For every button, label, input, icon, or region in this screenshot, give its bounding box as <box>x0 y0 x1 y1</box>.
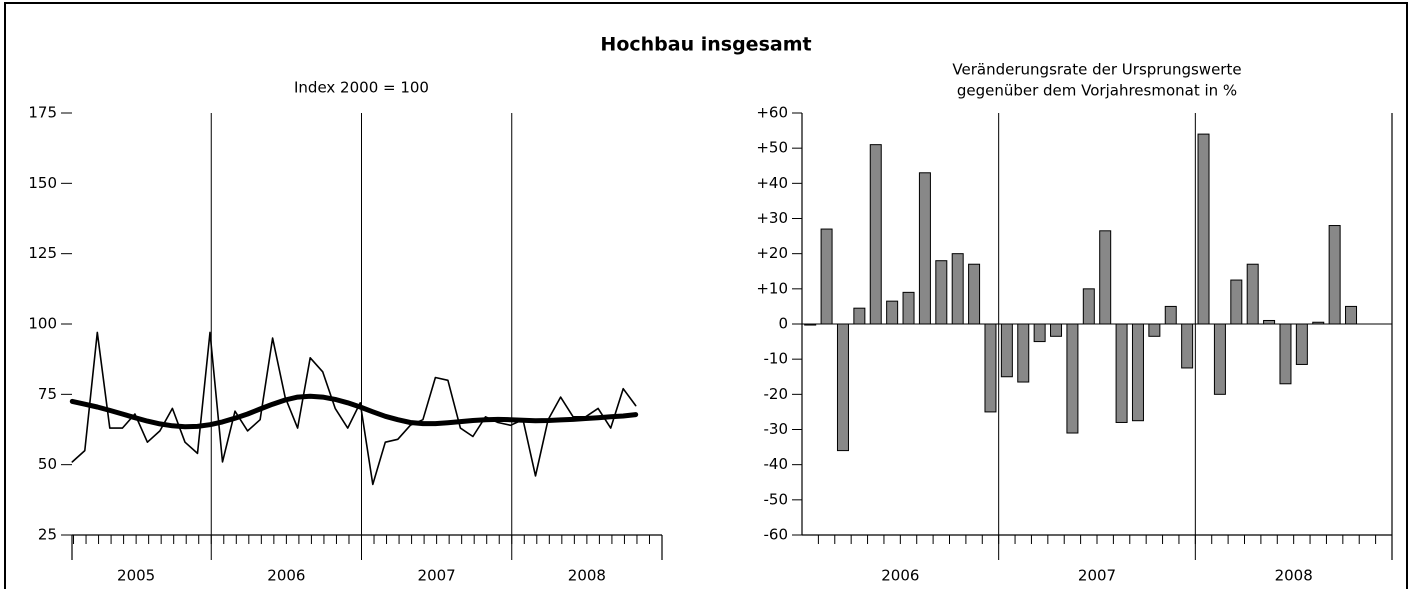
y-tick-label: 100 <box>28 315 57 333</box>
y-tick-label: -30 <box>764 420 789 438</box>
y-tick-label: 0 <box>778 315 788 333</box>
chart-title: Hochbau insgesamt <box>600 34 811 56</box>
bar <box>935 260 948 325</box>
x-group-label: 2008 <box>568 567 606 585</box>
y-tick-label: -40 <box>764 455 789 473</box>
y-tick-label: 75 <box>38 385 57 403</box>
bar <box>902 291 915 325</box>
bar <box>804 323 817 326</box>
bar <box>951 253 964 325</box>
bar <box>1345 305 1358 325</box>
x-group-label: 2005 <box>117 567 155 585</box>
y-tick-label: +50 <box>756 139 788 157</box>
bar <box>853 307 866 325</box>
bar <box>1033 323 1046 343</box>
y-tick-label: -50 <box>764 490 789 508</box>
bar <box>1000 323 1013 378</box>
bar <box>1148 323 1161 337</box>
x-group-label: 2007 <box>418 567 456 585</box>
bar <box>1082 288 1095 325</box>
bar <box>1099 230 1112 325</box>
bar <box>1017 323 1030 383</box>
bar <box>1263 319 1276 325</box>
x-group-label: 2006 <box>881 567 919 585</box>
chart-subtitle: gegenüber dem Vorjahresmonat in % <box>957 82 1237 100</box>
line-series <box>71 331 637 486</box>
bar <box>1197 133 1210 325</box>
bar <box>1066 323 1079 434</box>
y-tick-label: -20 <box>764 385 789 403</box>
bar <box>869 144 882 325</box>
chart-subtitle: Index 2000 = 100 <box>294 79 429 97</box>
bar <box>968 263 981 325</box>
bar <box>1131 323 1144 422</box>
bar <box>1213 323 1226 395</box>
y-tick-label: +60 <box>756 104 788 122</box>
bar <box>1279 323 1292 385</box>
x-group-label: 2006 <box>267 567 305 585</box>
bar <box>1115 323 1128 423</box>
bar <box>984 323 997 413</box>
bar <box>1164 305 1177 325</box>
bar <box>1181 323 1194 369</box>
y-tick-label: +10 <box>756 279 788 297</box>
x-group-label: 2007 <box>1078 567 1116 585</box>
bar <box>836 323 849 452</box>
y-tick-label: +30 <box>756 209 788 227</box>
y-tick-label: +20 <box>756 244 788 262</box>
bar <box>1312 321 1325 325</box>
y-tick-label: 175 <box>28 104 57 122</box>
bar <box>1230 279 1243 325</box>
bar <box>918 172 931 325</box>
y-tick-label: 150 <box>28 174 57 192</box>
y-tick-label: +40 <box>756 174 788 192</box>
frame <box>4 2 1408 589</box>
trend-line <box>69 393 639 430</box>
bar <box>1295 323 1308 365</box>
y-tick-label: 25 <box>38 526 57 544</box>
bar <box>1328 225 1341 325</box>
bar <box>1246 263 1259 325</box>
y-tick-label: -60 <box>764 526 789 544</box>
y-tick-label: -10 <box>764 350 789 368</box>
bar <box>820 228 833 325</box>
bar <box>886 300 899 325</box>
y-tick-label: 125 <box>28 244 57 262</box>
y-tick-label: 50 <box>38 455 57 473</box>
chart-subtitle: Veränderungsrate der Ursprungswerte <box>952 61 1241 79</box>
x-group-label: 2008 <box>1275 567 1313 585</box>
bar <box>1050 323 1063 337</box>
